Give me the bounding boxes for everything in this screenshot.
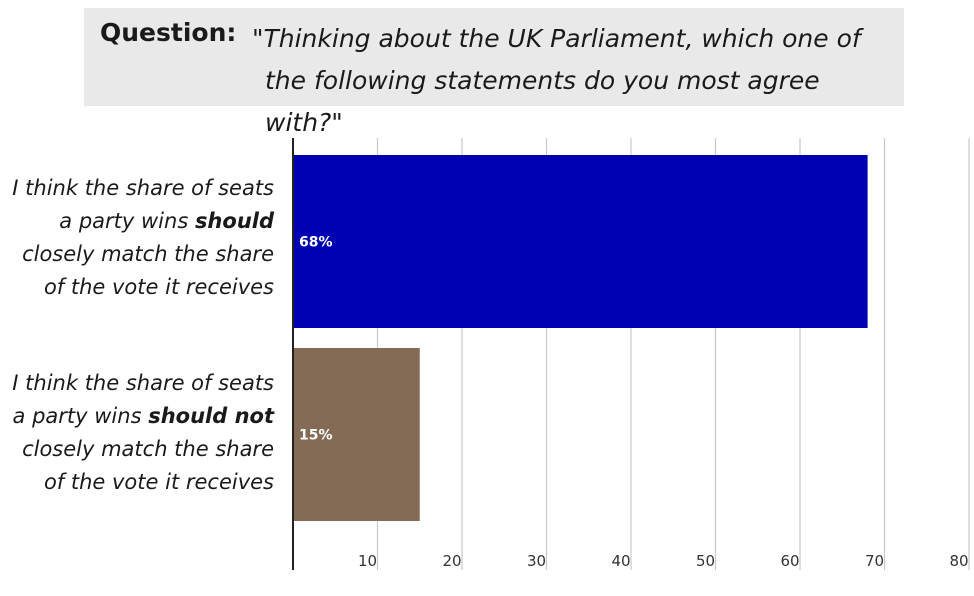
category-label-text: a party wins xyxy=(12,404,149,428)
category-label: I think the share of seats a party wins s… xyxy=(0,172,274,304)
category-label-text: closely match the share xyxy=(22,437,274,461)
x-tick-label: 70 xyxy=(865,552,884,570)
category-label: I think the share of seats a party wins s… xyxy=(0,367,274,499)
x-tick-label: 30 xyxy=(527,552,546,570)
bar xyxy=(293,155,868,328)
x-tick-label: 60 xyxy=(780,552,799,570)
bar-value-label: 15% xyxy=(299,428,333,444)
category-label-line: closely match the share xyxy=(0,238,274,271)
question-text-line1: "Thinking about the UK Parliament, which… xyxy=(252,24,861,53)
category-label-text: of the vote it receives xyxy=(43,470,274,494)
question-text-line2: the following statements do you most agr… xyxy=(265,66,820,137)
x-tick-label: 40 xyxy=(611,552,630,570)
category-label-line: I think the share of seats xyxy=(0,172,274,205)
category-label-line: closely match the share xyxy=(0,433,274,466)
category-label-emphasis: should not xyxy=(148,404,274,428)
question-box xyxy=(84,8,904,106)
category-label-line: a party wins should xyxy=(0,205,274,238)
category-label-text: I think the share of seats xyxy=(12,176,274,200)
x-tick-label: 20 xyxy=(442,552,461,570)
x-tick-label: 10 xyxy=(358,552,377,570)
category-label-text: I think the share of seats xyxy=(12,371,274,395)
x-tick-label: 80 xyxy=(949,552,968,570)
bar xyxy=(293,348,420,521)
question-text: "Thinking about the UK Parliament, which… xyxy=(252,18,892,144)
question-label: Question: xyxy=(100,18,237,47)
category-label-emphasis: should xyxy=(194,209,274,233)
category-label-text: closely match the share xyxy=(22,242,274,266)
bar-value-label: 68% xyxy=(299,235,333,251)
x-tick-label: 50 xyxy=(696,552,715,570)
category-label-line: of the vote it receives xyxy=(0,466,274,499)
category-label-line: a party wins should not xyxy=(0,400,274,433)
category-label-text: a party wins xyxy=(59,209,195,233)
category-label-line: of the vote it receives xyxy=(0,271,274,304)
category-label-line: I think the share of seats xyxy=(0,367,274,400)
category-label-text: of the vote it receives xyxy=(43,275,274,299)
